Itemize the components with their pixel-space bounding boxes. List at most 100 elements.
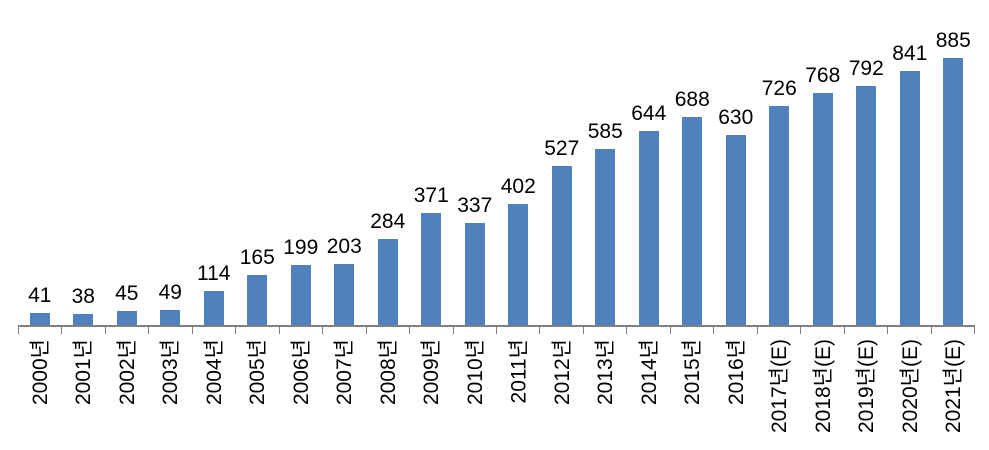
- x-axis-label-cell: 2010년: [453, 327, 497, 450]
- x-axis-label: 2010년: [463, 339, 487, 406]
- x-axis-tick: [843, 327, 887, 334]
- x-axis-label-cell: 2016년: [714, 327, 758, 450]
- bar: [160, 310, 181, 325]
- bar-group: 402: [497, 0, 541, 325]
- x-axis-label-cell: 2018년(E): [801, 327, 845, 450]
- bar: [769, 106, 790, 325]
- x-axis-tick: [18, 327, 61, 334]
- value-label: 38: [71, 285, 95, 308]
- x-axis-label: 2014년: [637, 339, 661, 406]
- bar-group: 45: [105, 0, 149, 325]
- bar-group: 284: [366, 0, 410, 325]
- bar: [334, 264, 355, 325]
- x-axis-tick: [930, 327, 974, 334]
- value-label: 165: [239, 246, 275, 269]
- bar-group: 630: [714, 0, 758, 325]
- x-axis-label-cell: 2003년: [149, 327, 193, 450]
- bar-group: 726: [758, 0, 802, 325]
- x-axis-label-cell: 2006년: [279, 327, 323, 450]
- bar-group: 644: [627, 0, 671, 325]
- value-label: 885: [935, 29, 971, 52]
- bar-group: 585: [584, 0, 628, 325]
- x-axis-label: 2016년: [724, 339, 748, 406]
- x-axis-label-cell: 2019년(E): [845, 327, 889, 450]
- value-label: 41: [28, 284, 52, 307]
- x-axis-label-cell: 2005년: [236, 327, 280, 450]
- x-axis-tick: [104, 327, 148, 334]
- x-axis-line: [18, 325, 975, 327]
- x-axis-label-cell: 2011년: [497, 327, 541, 450]
- bar-group: 114: [192, 0, 236, 325]
- value-label: 726: [761, 77, 797, 100]
- bar-group: 165: [236, 0, 280, 325]
- bar-group: 337: [453, 0, 497, 325]
- x-axis-tick: [365, 327, 409, 334]
- value-label: 688: [674, 88, 710, 111]
- x-axis-label: 2008년: [376, 339, 400, 406]
- x-axis-label: 2019년(E): [855, 339, 879, 434]
- bar: [73, 314, 94, 325]
- x-axis-label-cell: 2008년: [366, 327, 410, 450]
- bar-group: 527: [540, 0, 584, 325]
- bar: [725, 135, 746, 325]
- bar: [247, 275, 268, 325]
- x-axis-label-cell: 2001년: [62, 327, 106, 450]
- bar-group: 768: [801, 0, 845, 325]
- x-axis-tick: [322, 327, 365, 334]
- value-label: 199: [283, 236, 319, 259]
- x-axis-label: 2007년: [333, 339, 357, 406]
- x-axis-label: 2002년: [115, 339, 139, 406]
- x-axis-label-cell: 2020년(E): [888, 327, 932, 450]
- x-axis-label: 2009년: [420, 339, 444, 406]
- bar: [203, 291, 224, 325]
- x-axis-label: 2006년: [289, 339, 313, 406]
- x-axis-tick: [626, 327, 669, 334]
- x-axis-tick: [887, 327, 930, 334]
- bar: [638, 131, 659, 325]
- x-axis-tick: [191, 327, 235, 334]
- x-axis-label-cell: 2012년: [540, 327, 584, 450]
- x-axis-label: 2021년(E): [942, 339, 966, 434]
- x-axis-labels: 2000년 2001년 2002년 2003년 2004년 2005년 2006년 2007년…: [18, 327, 975, 450]
- bar-group: 38: [62, 0, 106, 325]
- value-label: 585: [587, 120, 623, 143]
- x-axis-ticks: [18, 327, 975, 334]
- bar: [464, 223, 485, 325]
- x-axis-tick: [756, 327, 800, 334]
- bar: [290, 265, 311, 325]
- bar-group: 203: [323, 0, 367, 325]
- x-axis-tick: [148, 327, 191, 334]
- x-axis-label: 2004년: [202, 339, 226, 406]
- value-label: 337: [457, 194, 493, 217]
- x-axis-label-cell: 2009년: [410, 327, 454, 450]
- value-label: 402: [500, 175, 536, 198]
- bar: [943, 58, 964, 325]
- value-label: 768: [805, 64, 841, 87]
- x-axis-label: 2005년: [246, 339, 270, 406]
- bar: [508, 204, 529, 325]
- bars-container: 41 38 45 49 114 165 199 203 284 371 337 402 527 585 64…: [18, 0, 975, 325]
- x-axis-label: 2001년: [72, 339, 96, 406]
- x-axis-label: 2020년(E): [898, 339, 922, 434]
- bar: [29, 313, 50, 325]
- x-axis-label: 2017년(E): [768, 339, 792, 434]
- value-label: 371: [413, 184, 449, 207]
- x-axis-label: 2003년: [159, 339, 183, 406]
- x-axis-tick: [539, 327, 582, 334]
- x-axis-label-cell: 2021년(E): [932, 327, 976, 450]
- x-axis-label-cell: 2004년: [192, 327, 236, 450]
- bar: [595, 149, 616, 325]
- x-axis-label-cell: 2017년(E): [758, 327, 802, 450]
- bar: [116, 311, 137, 325]
- bar-group: 885: [932, 0, 976, 325]
- x-axis-tick: [409, 327, 452, 334]
- bar: [421, 213, 442, 325]
- x-axis-tick: [452, 327, 496, 334]
- bar: [377, 239, 398, 325]
- x-axis-tick: [713, 327, 756, 334]
- x-axis-label: 2015년: [681, 339, 705, 406]
- value-label: 527: [544, 137, 580, 160]
- value-label: 49: [158, 281, 182, 304]
- bar-group: 199: [279, 0, 323, 325]
